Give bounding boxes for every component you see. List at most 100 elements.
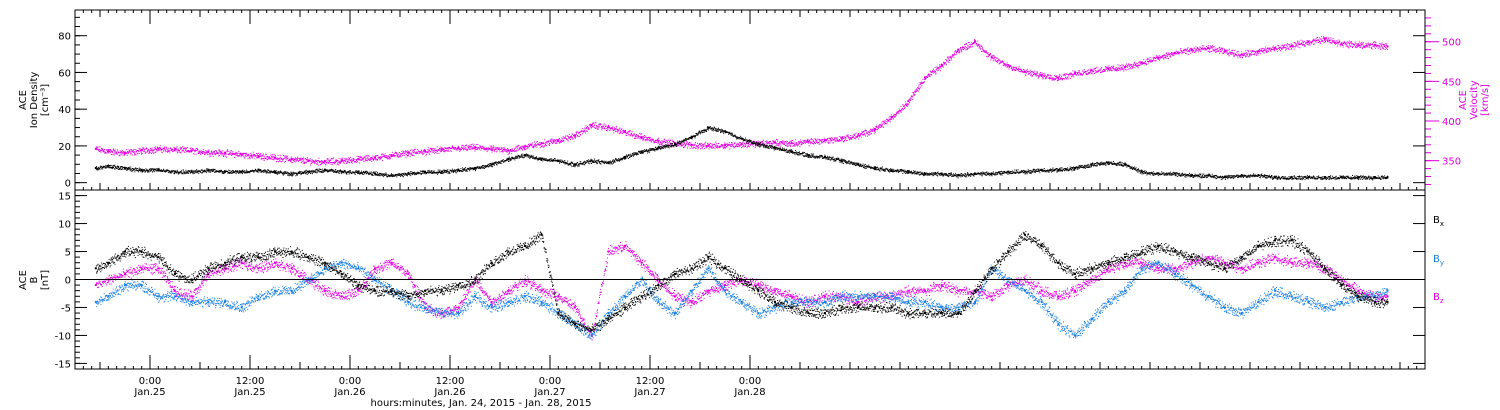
velocity-sample	[1015, 69, 1016, 70]
velocity-sample	[1057, 78, 1058, 79]
velocity-sample	[242, 155, 243, 156]
velocity-sample	[207, 154, 208, 155]
velocity-sample	[967, 45, 968, 46]
velocity-sample	[861, 133, 862, 134]
velocity-sample	[272, 154, 273, 155]
velocity-sample	[1155, 60, 1156, 61]
velocity-sample	[411, 153, 412, 154]
velocity-sample	[1125, 67, 1126, 68]
velocity-sample	[1036, 73, 1037, 74]
velocity-sample	[427, 149, 428, 150]
velocity-sample	[549, 143, 550, 144]
velocity-sample	[1073, 76, 1074, 77]
velocity-sample	[301, 162, 302, 163]
velocity-sample	[1066, 79, 1067, 80]
velocity-sample	[488, 147, 489, 148]
velocity-sample	[457, 148, 458, 149]
velocity-sample	[527, 148, 528, 149]
velocity-sample	[666, 140, 667, 141]
velocity-sample	[559, 138, 560, 139]
velocity-sample	[1167, 55, 1168, 56]
velocity-sample	[1039, 74, 1040, 75]
velocity-sample	[787, 146, 788, 147]
velocity-sample	[307, 157, 308, 158]
velocity-sample	[904, 107, 905, 108]
velocity-sample	[978, 44, 979, 45]
velocity-sample	[847, 140, 848, 141]
velocity-sample	[388, 158, 389, 159]
velocity-sample	[546, 143, 547, 144]
velocity-sample	[1043, 75, 1044, 76]
velocity-sample	[881, 126, 882, 127]
velocity-sample	[910, 97, 911, 98]
velocity-sample	[709, 147, 710, 148]
velocity-sample	[244, 157, 245, 158]
velocity-sample	[949, 56, 950, 57]
velocity-sample	[534, 145, 535, 146]
velocity-sample	[877, 126, 878, 127]
velocity-sample	[587, 131, 588, 132]
velocity-sample	[159, 150, 160, 151]
velocity-sample	[867, 136, 868, 137]
velocity-sample	[200, 151, 201, 152]
velocity-sample	[229, 154, 230, 155]
velocity-sample	[843, 141, 844, 142]
velocity-sample	[753, 146, 754, 147]
velocity-sample	[701, 143, 702, 144]
velocity-sample	[1106, 69, 1107, 70]
velocity-sample	[621, 128, 622, 129]
velocity-sample	[122, 150, 123, 151]
velocity-sample	[511, 150, 512, 151]
velocity-sample	[985, 52, 986, 53]
velocity-sample	[757, 142, 758, 143]
velocity-sample	[404, 155, 405, 156]
velocity-sample	[975, 40, 976, 41]
velocity-sample	[120, 154, 121, 155]
velocity-sample	[829, 138, 830, 139]
velocity-sample	[136, 152, 137, 153]
velocity-sample	[547, 142, 548, 143]
velocity-sample	[542, 146, 543, 147]
velocity-sample	[1148, 58, 1149, 59]
velocity-sample	[622, 133, 623, 134]
velocity-sample	[950, 56, 951, 57]
velocity-sample	[254, 154, 255, 155]
velocity-sample	[844, 140, 845, 141]
velocity-sample	[174, 148, 175, 149]
velocity-sample	[385, 157, 386, 158]
velocity-sample	[534, 144, 535, 145]
velocity-sample	[178, 149, 179, 150]
velocity-sample	[374, 159, 375, 160]
velocity-sample	[792, 146, 793, 147]
velocity-sample	[1090, 72, 1091, 73]
velocity-sample	[795, 142, 796, 143]
velocity-sample	[903, 109, 904, 110]
velocity-sample	[1197, 47, 1198, 48]
velocity-sample	[884, 122, 885, 123]
velocity-sample	[432, 148, 433, 149]
velocity-sample	[576, 134, 577, 135]
velocity-sample	[1108, 69, 1109, 70]
velocity-sample	[496, 149, 497, 150]
velocity-sample	[605, 128, 606, 129]
velocity-sample	[1026, 70, 1027, 71]
velocity-sample	[439, 150, 440, 151]
velocity-sample	[336, 159, 337, 160]
velocity-sample	[463, 149, 464, 150]
velocity-sample	[131, 150, 132, 151]
velocity-sample	[312, 160, 313, 161]
velocity-sample	[152, 148, 153, 149]
velocity-sample	[242, 154, 243, 155]
velocity-sample	[1160, 58, 1161, 59]
velocity-sample	[700, 148, 701, 149]
velocity-sample	[1162, 56, 1163, 57]
velocity-sample	[699, 144, 700, 145]
velocity-sample	[1067, 77, 1068, 78]
velocity-sample	[809, 145, 810, 146]
velocity-sample	[732, 142, 733, 143]
velocity-sample	[569, 134, 570, 135]
velocity-sample	[780, 143, 781, 144]
velocity-sample	[570, 139, 571, 140]
velocity-sample	[185, 152, 186, 153]
velocity-sample	[1205, 48, 1206, 49]
